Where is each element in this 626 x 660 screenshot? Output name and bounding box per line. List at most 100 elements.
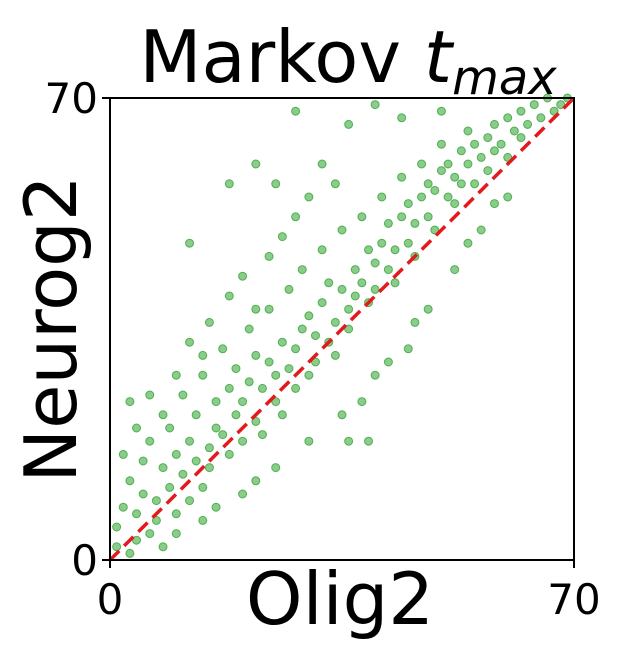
data-point	[397, 113, 407, 123]
data-point	[423, 304, 433, 314]
data-point	[364, 245, 374, 255]
data-point	[251, 476, 261, 486]
data-point	[436, 106, 446, 116]
data-point	[218, 430, 228, 440]
data-point	[145, 529, 155, 539]
data-point	[344, 304, 354, 314]
data-point	[443, 159, 453, 169]
data-point	[171, 529, 181, 539]
data-point	[397, 212, 407, 222]
data-point	[138, 489, 148, 499]
data-point	[397, 172, 407, 182]
data-point	[291, 212, 301, 222]
data-point	[112, 522, 122, 532]
data-point	[450, 265, 460, 275]
data-point	[271, 397, 281, 407]
data-point	[436, 139, 446, 149]
data-point	[118, 449, 128, 459]
data-point	[410, 218, 420, 228]
data-point	[158, 542, 168, 552]
data-point	[330, 179, 340, 189]
data-point	[516, 133, 526, 143]
data-point	[224, 383, 234, 393]
data-point	[350, 291, 360, 301]
data-point	[277, 410, 287, 420]
data-point	[503, 152, 513, 162]
data-point	[364, 436, 374, 446]
data-point	[132, 509, 142, 519]
data-point	[324, 278, 334, 288]
data-point	[390, 245, 400, 255]
data-point	[125, 397, 135, 407]
data-point	[483, 133, 493, 143]
data-point	[304, 311, 314, 321]
data-point	[284, 284, 294, 294]
data-point	[357, 212, 367, 222]
data-point	[489, 199, 499, 209]
data-point	[271, 179, 281, 189]
data-point	[238, 397, 248, 407]
data-point	[423, 179, 433, 189]
data-point	[211, 397, 221, 407]
data-point	[238, 489, 248, 499]
data-point	[476, 225, 486, 235]
data-point	[503, 113, 513, 123]
data-point	[430, 225, 440, 235]
data-point	[297, 265, 307, 275]
data-point	[224, 449, 234, 459]
data-point	[178, 390, 188, 400]
data-point	[185, 436, 195, 446]
data-point	[304, 192, 314, 202]
data-point	[483, 166, 493, 176]
data-point	[377, 192, 387, 202]
data-point	[317, 298, 327, 308]
data-point	[244, 324, 254, 334]
chart-title-main: Markov	[139, 15, 424, 99]
y-axis-label: Neurog2	[9, 175, 93, 482]
data-point	[463, 159, 473, 169]
data-point	[211, 502, 221, 512]
data-point	[344, 324, 354, 334]
data-point	[251, 416, 261, 426]
data-point	[132, 423, 142, 433]
data-point	[204, 463, 214, 473]
data-point	[417, 192, 427, 202]
data-point	[344, 119, 354, 129]
data-point	[277, 337, 287, 347]
data-point	[125, 548, 135, 558]
data-point	[171, 449, 181, 459]
data-point	[377, 238, 387, 248]
data-point	[509, 126, 519, 136]
data-point	[470, 139, 480, 149]
data-point	[370, 100, 380, 110]
data-point	[383, 218, 393, 228]
data-point	[503, 192, 513, 202]
data-point	[291, 106, 301, 116]
data-point	[125, 476, 135, 486]
data-point	[403, 344, 413, 354]
data-point	[291, 383, 301, 393]
data-point	[284, 364, 294, 374]
data-point	[443, 192, 453, 202]
data-point	[310, 331, 320, 341]
data-point	[185, 337, 195, 347]
data-point	[151, 496, 161, 506]
data-point	[264, 304, 274, 314]
data-point	[549, 106, 559, 116]
data-point	[357, 397, 367, 407]
data-point	[556, 100, 566, 110]
data-point	[304, 370, 314, 380]
data-point	[238, 271, 248, 281]
data-point	[476, 152, 486, 162]
data-point	[370, 284, 380, 294]
data-point	[337, 410, 347, 420]
data-point	[224, 179, 234, 189]
data-point	[165, 482, 175, 492]
data-point	[403, 238, 413, 248]
data-point	[529, 100, 539, 110]
x-tick-label: 70	[547, 575, 600, 624]
data-point	[370, 258, 380, 268]
data-point	[370, 370, 380, 380]
data-point	[165, 423, 175, 433]
